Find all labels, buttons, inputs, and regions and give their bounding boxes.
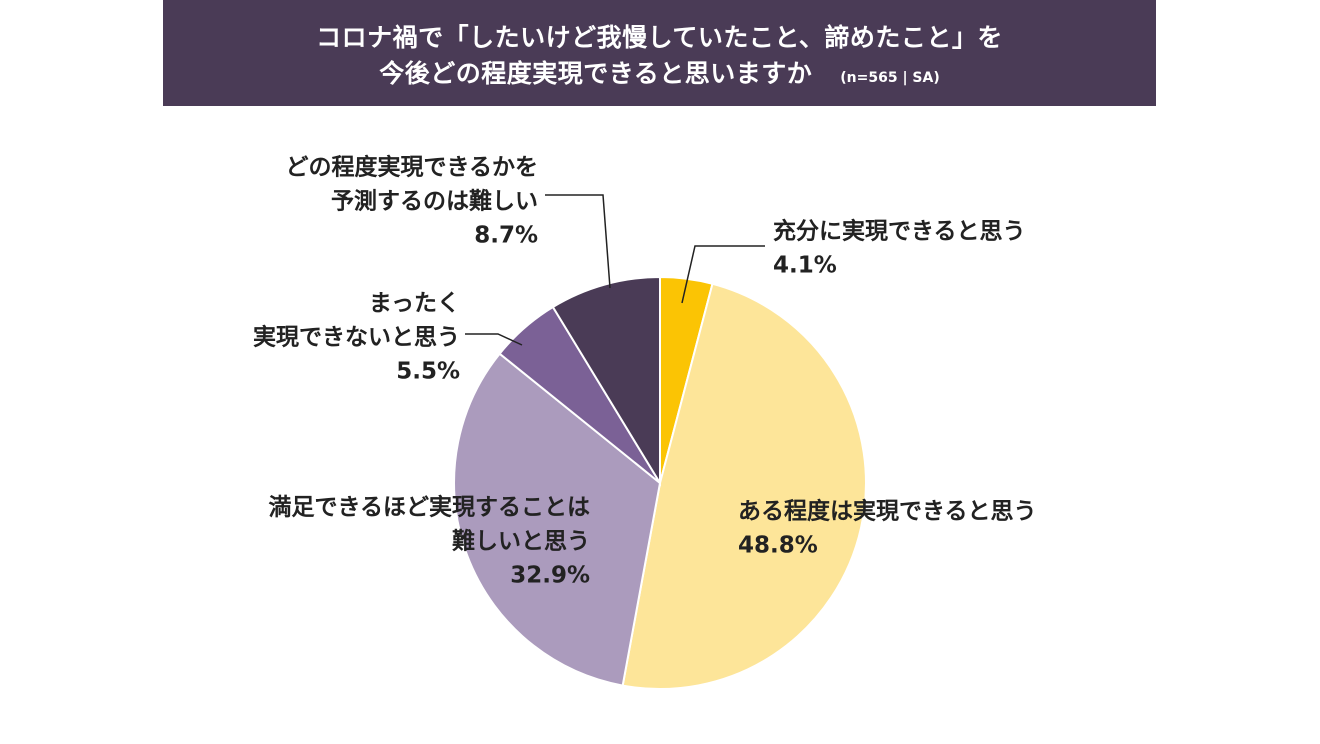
slice-category-label: まったく: [369, 291, 460, 317]
sample-size-note: (n=565 | SA): [840, 70, 940, 86]
leader-line: [465, 333, 523, 346]
chart-title-line-2: 今後どの程度実現できると思いますか: [379, 59, 813, 88]
leader-line: [545, 194, 611, 289]
slice-category-label: 予測するのは難しい: [331, 188, 538, 215]
chart-title-line-1: コロナ禍で「したいけど我慢していたこと、諦めたこと」を: [316, 23, 1003, 52]
pie-slice: [621, 282, 867, 690]
slice-value-label: 48.8%: [738, 533, 818, 559]
slice-value-label: 5.5%: [396, 359, 460, 385]
chart-title-banner: コロナ禍で「したいけど我慢していたこと、諦めたこと」を 今後どの程度実現できると…: [163, 0, 1156, 106]
leader-line: [681, 245, 765, 304]
slice-category-label: 満足できるほど実現することは: [268, 494, 590, 521]
slice-category-label: 充分に実現できると思う: [773, 218, 1026, 245]
pie-slice: [453, 352, 662, 687]
slice-category-label: 難しいと思う: [452, 528, 590, 555]
slice-category-label: 実現できないと思う: [253, 324, 460, 351]
slice-category-label: どの程度実現できるかを: [285, 154, 538, 181]
pie-slice: [551, 275, 661, 487]
slice-category-label: ある程度は実現できると思う: [738, 498, 1037, 525]
slice-value-label: 32.9%: [510, 563, 590, 589]
slice-value-label: 4.1%: [773, 253, 837, 279]
slice-value-label: 8.7%: [474, 223, 538, 249]
